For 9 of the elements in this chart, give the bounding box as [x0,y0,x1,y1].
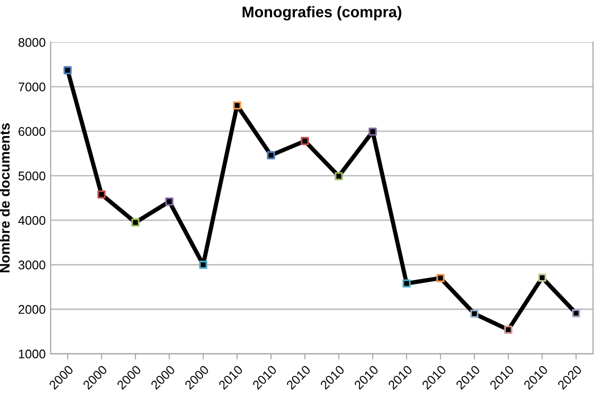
y-tick-label: 4000 [18,216,46,225]
chart-title: Monografies (compra) [242,6,402,20]
y-tick-label: 3000 [18,260,46,270]
y-tick-label: 8000 [18,38,46,47]
y-tick-label: 2000 [18,305,46,314]
y-tick-label: 5000 [18,172,46,180]
y-tick-label: 7000 [18,82,46,92]
y-tick-label: 1000 [18,350,46,358]
y-tick-label: 6000 [18,127,46,136]
